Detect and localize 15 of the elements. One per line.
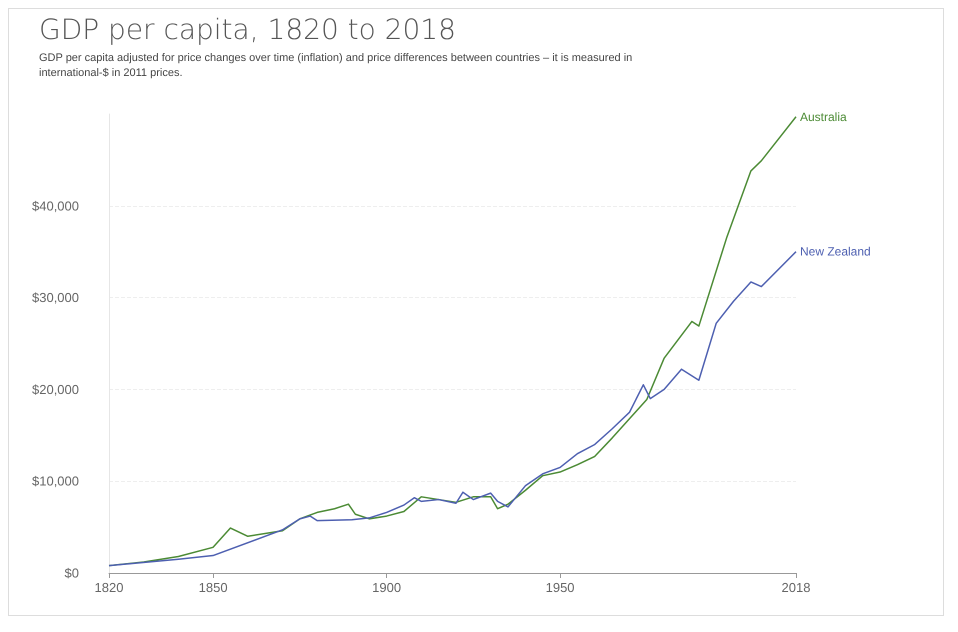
series-label: Australia xyxy=(800,110,848,124)
chart-title: GDP per capita, 1820 to 2018 xyxy=(39,13,456,46)
x-tick-label: 1850 xyxy=(198,580,228,595)
y-tick-label: $40,000 xyxy=(32,198,79,214)
x-tick-label: 1950 xyxy=(546,580,575,595)
y-tick-label: $30,000 xyxy=(32,290,79,306)
y-tick-label: $10,000 xyxy=(32,474,79,489)
x-tick-label: 1820 xyxy=(94,580,124,595)
chart-subtitle: GDP per capita adjusted for price changes over time (inflation) and price differences between countries – it is measured in international-$ in 2011 prices. xyxy=(39,51,634,81)
x-tick-label: 1900 xyxy=(372,580,402,595)
series-label: New Zealand xyxy=(800,244,871,259)
line-series xyxy=(108,250,797,566)
y-tick-label: $0 xyxy=(64,566,79,580)
y-tick-label: $20,000 xyxy=(32,382,79,397)
x-tick-label: 2018 xyxy=(782,580,810,595)
